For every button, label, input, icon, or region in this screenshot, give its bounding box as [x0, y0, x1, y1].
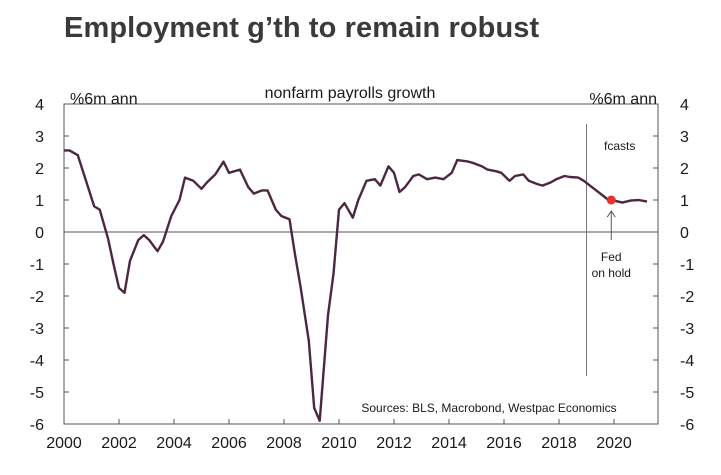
- y-tick-label-right: -1: [680, 257, 694, 274]
- y-tick-label-right: 0: [680, 225, 689, 242]
- x-axis: 2000 2002 2004 2006 2008 2010 2012 2014 2016 2018…: [46, 419, 632, 452]
- series-line: [64, 149, 648, 422]
- y-tick-label-left: -5: [30, 385, 44, 402]
- y-tick-label-right: -2: [680, 289, 694, 306]
- annotation-text: on hold: [592, 266, 631, 280]
- series-layer: [64, 149, 648, 422]
- x-tick-label: 2020: [596, 435, 632, 452]
- plot-border: [63, 103, 659, 425]
- x-tick-label: 2010: [321, 435, 357, 452]
- x-tick-label: 2004: [156, 435, 192, 452]
- y-tick-label-right: 2: [680, 161, 689, 178]
- y-tick-label-right: 3: [680, 129, 689, 146]
- y-axis-left: 4 3 2 1 0 -1 -2 -3 -4 -5 -6: [30, 97, 69, 434]
- y-tick-label-right: -5: [680, 385, 694, 402]
- y-tick-label-right: 1: [680, 193, 689, 210]
- y-tick-label-left: -3: [30, 321, 44, 338]
- x-tick-label: 2016: [486, 435, 522, 452]
- y-axis-label-left: %6m ann: [70, 91, 138, 108]
- source-note: Sources: BLS, Macrobond, Westpac Economi…: [361, 401, 616, 415]
- y-tick-label-left: 3: [35, 129, 44, 146]
- y-tick-label-left: -6: [30, 417, 44, 434]
- y-tick-label-left: 4: [35, 97, 44, 114]
- y-tick-label-left: -2: [30, 289, 44, 306]
- plot-area: [63, 103, 659, 425]
- fed-marker-dot: [606, 195, 616, 205]
- chart-subtitle: nonfarm payrolls growth: [265, 85, 436, 102]
- x-tick-label: 2014: [431, 435, 467, 452]
- y-tick-label-left: 0: [35, 225, 44, 242]
- y-tick-label-left: 2: [35, 161, 44, 178]
- annotation-text: Fed: [601, 250, 622, 264]
- annotation-arrow-head: [606, 210, 616, 218]
- y-tick-label-right: -6: [680, 417, 694, 434]
- y-axis-label-right: %6m ann: [589, 91, 657, 108]
- x-tick-label: 2000: [46, 435, 82, 452]
- y-axis-right: 4 3 2 1 0 -1 -2 -3 -4 -5 -6: [653, 97, 694, 434]
- x-tick-label: 2012: [376, 435, 412, 452]
- annotation-layer: Fed on hold: [592, 195, 631, 280]
- y-tick-label-left: -4: [30, 353, 44, 370]
- y-tick-label-left: -1: [30, 257, 44, 274]
- y-tick-label-right: -3: [680, 321, 694, 338]
- x-tick-label: 2006: [211, 435, 247, 452]
- x-tick-label: 2018: [541, 435, 577, 452]
- chart-title: Employment g’th to remain robust: [64, 12, 540, 44]
- x-tick-label: 2002: [101, 435, 137, 452]
- x-tick-label: 2008: [266, 435, 302, 452]
- y-tick-label-right: 4: [680, 97, 689, 114]
- forecast-label: fcasts: [604, 139, 635, 153]
- y-tick-label-left: 1: [35, 193, 44, 210]
- y-tick-label-right: -4: [680, 353, 694, 370]
